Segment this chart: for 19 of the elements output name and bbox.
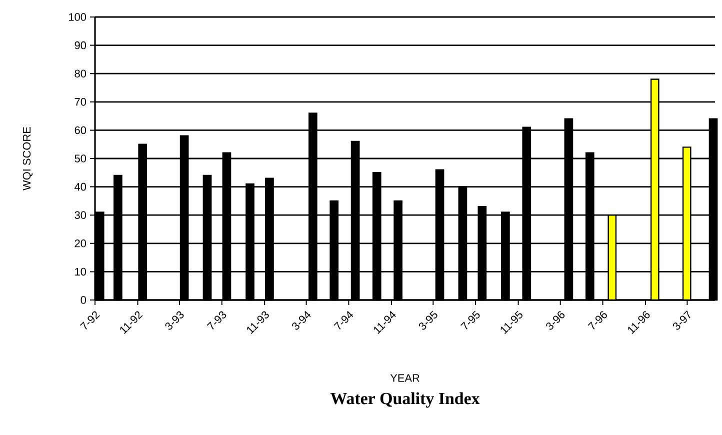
x-tick-label: 7-96 [588, 311, 607, 330]
text: Water Quality Index [330, 392, 480, 408]
y-tick-label: 60 [74, 126, 86, 134]
x-tick-label: 7-92 [80, 311, 100, 330]
y-tick-label: 20 [74, 240, 86, 248]
y-tick-label: 30 [74, 211, 86, 219]
y-tick-label: 70 [74, 98, 86, 106]
x-tick-label: 7-95 [460, 310, 480, 330]
y-tick-label: 0 [80, 296, 86, 304]
x-tick-label: 7-94 [334, 311, 354, 330]
y-tick-label: 10 [75, 268, 86, 276]
y-axis-title: WQI SCORE [22, 127, 33, 190]
y-tick-label: 80 [74, 70, 86, 78]
x-axis-title: YEAR [390, 374, 420, 382]
y-tick-label: 50 [74, 154, 86, 162]
x-tick-label: 7-93 [206, 311, 226, 330]
y-tick-label: 100 [69, 13, 86, 21]
y-tick-label: 40 [74, 182, 86, 191]
y-tick-label: 90 [74, 41, 86, 50]
